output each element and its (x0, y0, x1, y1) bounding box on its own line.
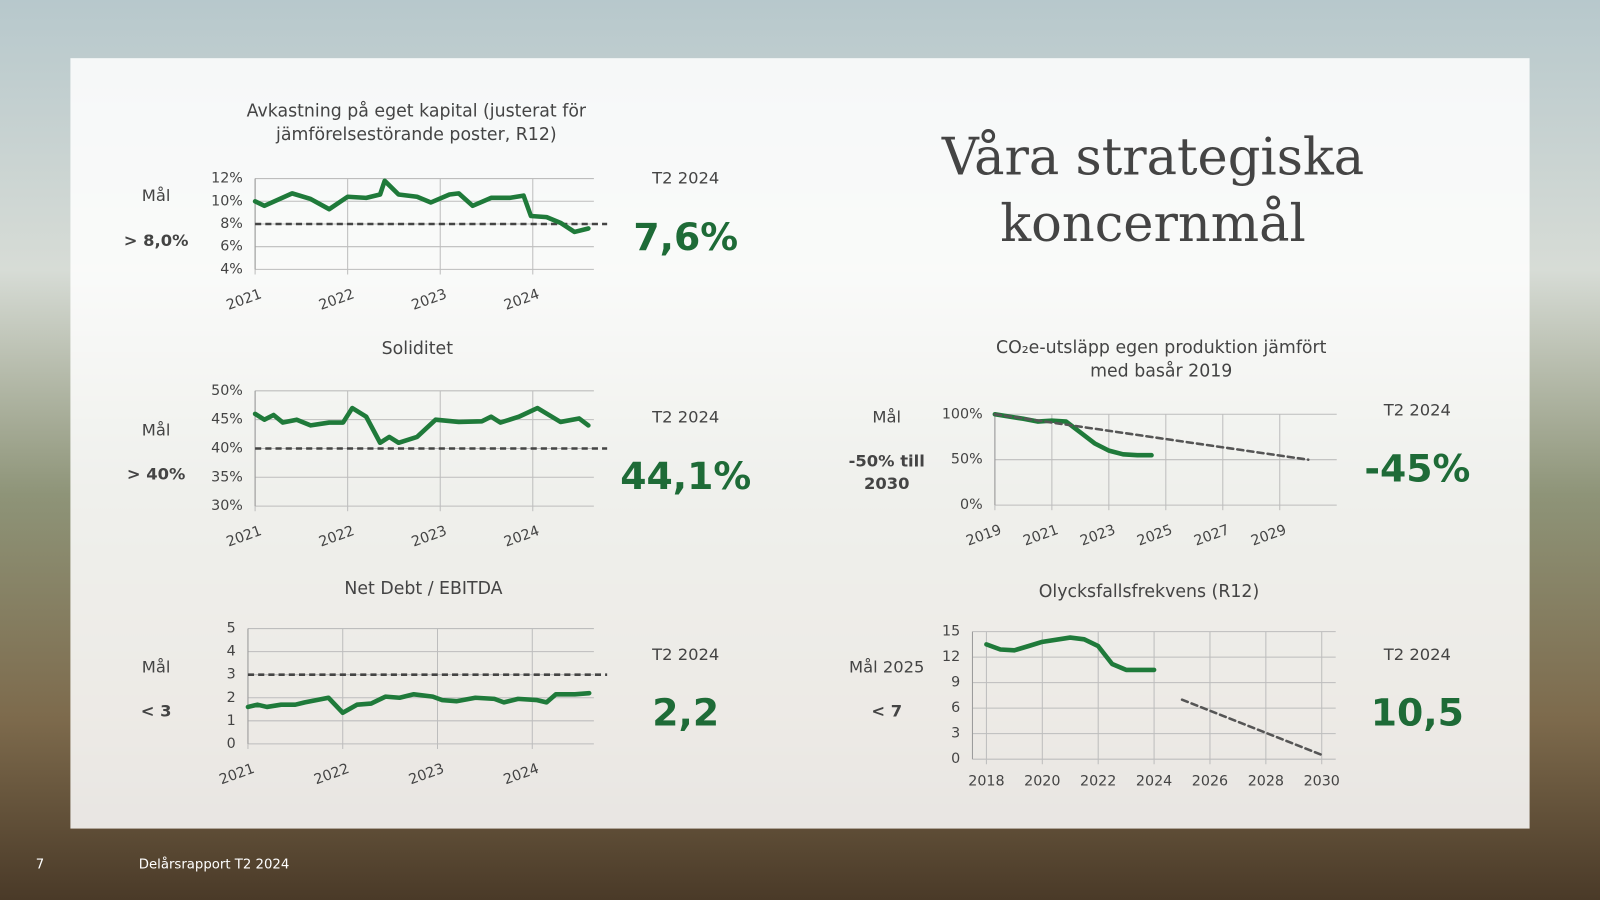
x-tick-label: 2029 (1249, 522, 1289, 549)
y-tick-label: 3 (951, 726, 960, 742)
x-tick-label: 2028 (1248, 774, 1284, 790)
goal-label: Mål (141, 185, 171, 206)
kpi-value: 7,6% (633, 215, 739, 260)
y-tick-label: 15 (942, 624, 960, 640)
x-tick-label: 2023 (409, 286, 449, 313)
y-tick-label: 6% (220, 239, 243, 255)
goal-value: -50% till 2030 (848, 451, 925, 493)
y-tick-label: 12 (942, 649, 960, 665)
y-tick-label: 6 (951, 700, 960, 716)
goal-label: Mål (872, 407, 902, 427)
y-tick-label: 100% (942, 406, 983, 422)
y-tick-label: 35% (211, 469, 243, 485)
x-tick-label: 2022 (317, 286, 357, 313)
y-tick-label: 12% (211, 171, 243, 187)
x-tick-label: 2025 (1135, 522, 1175, 549)
y-tick-label: 40% (211, 440, 243, 456)
y-tick-label: 0% (960, 497, 983, 513)
y-tick-label: 30% (211, 498, 243, 514)
chart-title: CO₂e-utsläpp egen produktion jämfört med… (995, 337, 1327, 382)
x-tick-label: 2018 (968, 774, 1004, 790)
target-line (1180, 698, 1324, 757)
period-label: T2 2024 (652, 407, 720, 427)
period-label: T2 2024 (652, 168, 720, 188)
y-tick-label: 50% (211, 383, 243, 399)
period-label: T2 2024 (1383, 399, 1451, 420)
goal-label: Mål (141, 657, 171, 677)
x-tick-label: 2023 (407, 761, 447, 788)
chart-title: Avkastning på eget kapital (justerat för… (246, 101, 587, 145)
x-tick-label: 2021 (224, 286, 264, 313)
y-tick-label: 10% (211, 193, 243, 209)
y-tick-label: 1 (227, 713, 236, 729)
y-tick-label: 45% (211, 412, 243, 428)
chart-title: Olycksfallsfrekvens (R12) (1038, 581, 1260, 603)
page-number: 7 (35, 857, 45, 873)
y-tick-label: 0 (227, 736, 236, 752)
x-tick-label: 2024 (502, 286, 542, 313)
kpi-value: 44,1% (620, 454, 752, 498)
goal-label: Mål 2025 (849, 657, 925, 677)
kpi-value: 10,5 (1370, 690, 1464, 735)
data-line (984, 635, 1157, 673)
y-tick-label: 4 (227, 644, 236, 660)
x-tick-label: 2021 (1021, 522, 1061, 549)
goal-label: Mål (141, 420, 171, 440)
x-tick-label: 2019 (964, 522, 1004, 549)
x-tick-label: 2026 (1192, 774, 1228, 790)
x-tick-label: 2023 (409, 523, 449, 550)
goal-value: < 7 (871, 701, 903, 721)
x-tick-label: 2024 (1136, 774, 1172, 790)
data-line (992, 411, 1154, 458)
x-tick-label: 2023 (1078, 522, 1118, 549)
x-tick-label: 2030 (1304, 774, 1340, 790)
data-line (252, 405, 591, 446)
goal-value: > 8,0% (123, 230, 189, 250)
period-label: T2 2024 (1383, 644, 1451, 665)
chart-title: Net Debt / EBITDA (344, 578, 503, 599)
x-tick-label: 2021 (224, 523, 264, 550)
slide-title: Våra strategiska koncernmål (941, 127, 1365, 254)
x-tick-label: 2024 (502, 523, 542, 550)
y-tick-label: 5 (227, 621, 236, 637)
y-tick-label: 0 (951, 751, 960, 767)
footer-text: Delårsrapport T2 2024 (138, 857, 290, 873)
y-tick-label: 3 (227, 667, 236, 683)
goal-value: > 40% (126, 464, 186, 484)
y-tick-label: 2 (227, 690, 236, 706)
y-tick-label: 50% (951, 452, 983, 468)
y-tick-label: 8% (220, 216, 243, 232)
x-tick-label: 2022 (312, 761, 352, 788)
x-tick-label: 2024 (502, 761, 542, 788)
y-tick-label: 9 (951, 675, 960, 691)
x-tick-label: 2022 (317, 523, 357, 550)
y-tick-label: 4% (220, 261, 243, 277)
x-tick-label: 2022 (1080, 774, 1116, 790)
x-tick-label: 2021 (217, 761, 257, 788)
kpi-value: 2,2 (652, 690, 720, 735)
data-line (252, 178, 591, 235)
period-label: T2 2024 (652, 644, 720, 665)
goal-value: < 3 (140, 701, 172, 721)
x-tick-label: 2020 (1024, 774, 1060, 790)
target-line (993, 413, 1310, 461)
data-line (245, 690, 592, 716)
x-tick-label: 2027 (1192, 522, 1232, 549)
kpi-value: -45% (1364, 446, 1471, 491)
chart-title: Soliditet (381, 338, 454, 360)
